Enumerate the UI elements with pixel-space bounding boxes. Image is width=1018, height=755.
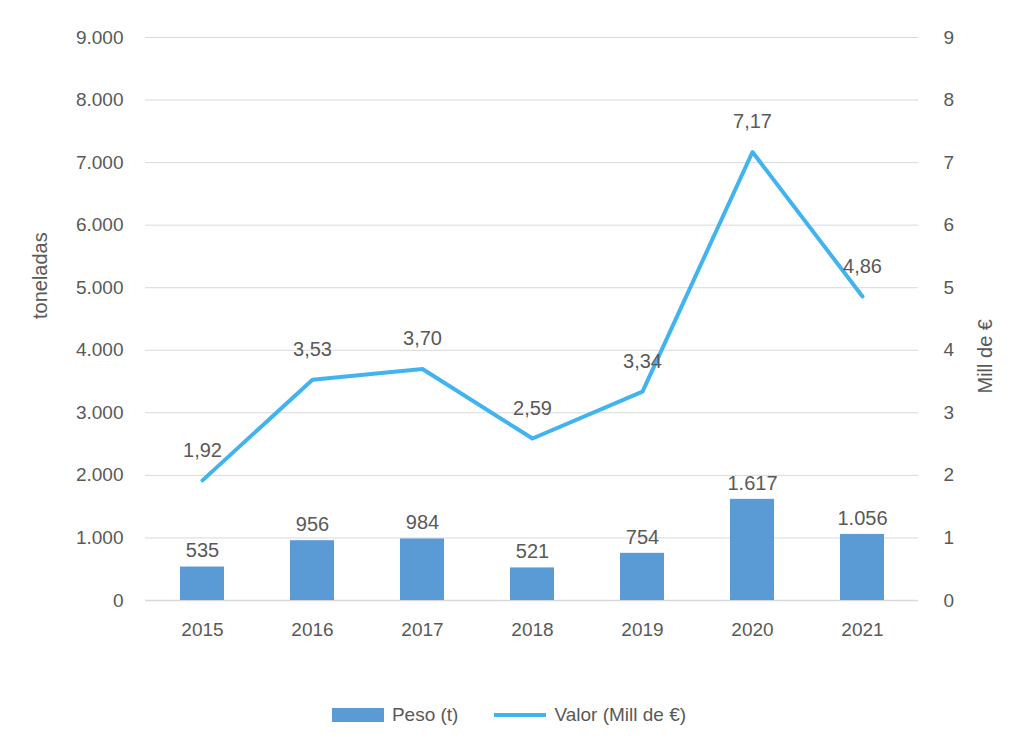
svg-text:3.000: 3.000 [76,402,124,423]
svg-text:7: 7 [944,152,955,173]
svg-text:Mill de €: Mill de € [974,319,996,393]
svg-text:3: 3 [944,402,955,423]
html-text:Peso (t): Peso (t) [391,704,459,725]
svg-text:8.000: 8.000 [76,89,124,110]
svg-text:1.056: 1.056 [837,507,887,529]
svg-text:9: 9 [944,27,955,48]
svg-text:5: 5 [944,277,955,298]
svg-text:5.000: 5.000 [76,277,124,298]
svg-text:754: 754 [626,526,659,548]
svg-text:2018: 2018 [511,619,553,640]
svg-text:2019: 2019 [621,619,663,640]
svg-text:2.000: 2.000 [76,464,124,485]
svg-text:2: 2 [944,464,955,485]
svg-text:4.000: 4.000 [76,339,124,360]
svg-text:6: 6 [944,214,955,235]
svg-text:toneladas: toneladas [29,232,51,319]
svg-text:3,34: 3,34 [623,350,662,372]
svg-text:7,17: 7,17 [733,110,772,132]
svg-text:0: 0 [944,590,955,611]
svg-text:1.000: 1.000 [76,527,124,548]
svg-text:8: 8 [944,89,955,110]
svg-text:1: 1 [944,527,955,548]
svg-text:956: 956 [296,513,329,535]
svg-text:9.000: 9.000 [76,27,124,48]
svg-text:2021: 2021 [841,619,883,640]
svg-text:3,53: 3,53 [293,338,332,360]
svg-text:984: 984 [406,511,439,533]
svg-text:2015: 2015 [181,619,223,640]
svg-text:4: 4 [944,339,955,360]
svg-text:2,59: 2,59 [513,397,552,419]
svg-text:2016: 2016 [291,619,333,640]
svg-text:4,86: 4,86 [843,255,882,277]
svg-text:1,92: 1,92 [183,439,222,461]
svg-text:7.000: 7.000 [76,152,124,173]
svg-text:1.617: 1.617 [727,472,777,494]
svg-text:2017: 2017 [401,619,443,640]
svg-text:6.000: 6.000 [76,214,124,235]
svg-text:2020: 2020 [731,619,773,640]
html-text:Valor (Mill de €): Valor (Mill de €) [554,704,687,725]
svg-text:0: 0 [113,590,124,611]
svg-text:3,70: 3,70 [403,327,442,349]
svg-text:535: 535 [186,539,219,561]
svg-text:521: 521 [516,540,549,562]
